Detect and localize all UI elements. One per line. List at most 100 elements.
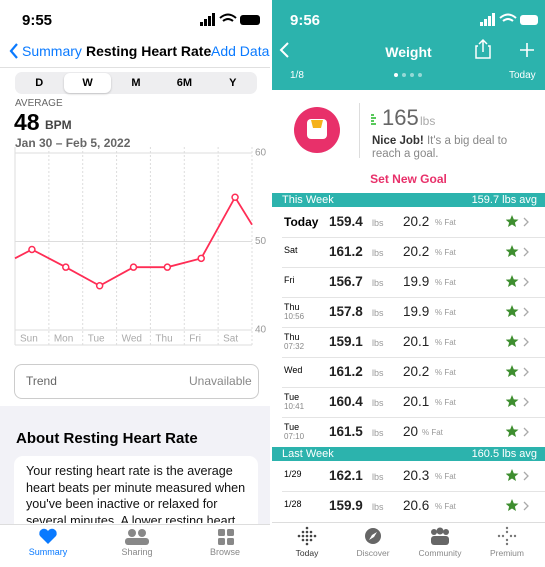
row-day: Tue: [284, 422, 300, 432]
signal-bar: [480, 22, 483, 26]
segment[interactable]: W: [82, 77, 93, 89]
goal-headline: Nice Job!: [372, 135, 424, 147]
segment[interactable]: Y: [229, 77, 237, 89]
star: [506, 365, 519, 377]
row-weight: 161.2: [329, 244, 363, 259]
row-fat: 20.2: [403, 244, 430, 259]
goal-icon: [294, 107, 340, 153]
row-fat: 20: [403, 424, 419, 439]
average-value: 48: [14, 109, 40, 135]
premium-dot: [513, 534, 517, 538]
star: [506, 215, 519, 227]
page-dot: [410, 73, 414, 77]
community-icon: [443, 529, 449, 535]
tab-label[interactable]: Today: [295, 548, 319, 558]
y-tick-label: 60: [255, 148, 267, 159]
row-fat-unit: % Fat: [435, 338, 456, 347]
today-dot: [309, 534, 313, 538]
row-icons: [506, 395, 529, 407]
row-fat: 19.9: [403, 304, 430, 319]
x-tick-label: Sat: [223, 334, 238, 345]
row-divider: [282, 267, 545, 268]
tab-label[interactable]: Sharing: [121, 547, 153, 557]
tab-label[interactable]: Browse: [209, 547, 240, 557]
back-button[interactable]: Summary: [22, 43, 82, 59]
row-time: 07:32: [284, 342, 305, 351]
section-title: Last Week: [282, 448, 334, 460]
premium-dot: [505, 542, 509, 546]
row-time: 10:41: [284, 402, 305, 411]
row-icons: [506, 499, 529, 511]
row-weight-unit: lbs: [372, 472, 384, 482]
nav-title: Resting Heart Rate: [86, 43, 212, 59]
signal-bar: [212, 13, 215, 26]
trend-value: Unavailable: [189, 374, 252, 388]
arrow-bar: [371, 120, 374, 122]
row-day: 1/28: [284, 499, 302, 509]
row-divider: [282, 357, 545, 358]
row-weight-unit: lbs: [372, 428, 384, 438]
row-weight: 160.4: [329, 394, 363, 409]
segment[interactable]: M: [131, 77, 141, 89]
row-weight-unit: lbs: [372, 502, 384, 512]
goal-message: Nice Job! It's a big deal to reach a goa…: [372, 135, 522, 161]
set-goal-button[interactable]: Set New Goal: [370, 172, 447, 186]
x-tick-label: Tue: [88, 334, 105, 345]
chevron: [9, 43, 18, 59]
tab-bar: [272, 522, 545, 567]
goal-text: It's a big deal to reach a goal.: [372, 135, 508, 160]
row-day: Wed: [284, 365, 303, 375]
people-icon: [128, 529, 136, 537]
row-divider: [282, 491, 545, 492]
data-point: [197, 254, 205, 263]
row-weight-unit: lbs: [372, 278, 384, 288]
y-tick-label: 50: [255, 236, 267, 247]
premium-dot: [505, 530, 509, 534]
back-chevron: [279, 42, 289, 58]
today-dot: [313, 534, 317, 538]
chevron: [523, 217, 529, 227]
premium-dot: [505, 538, 509, 542]
today-dot: [305, 534, 309, 538]
add-data-button[interactable]: Add Data: [211, 43, 270, 59]
tab-label[interactable]: Summary: [28, 547, 68, 557]
status-time: 9:56: [290, 12, 321, 29]
signal-bar: [200, 22, 203, 26]
row-weight: 162.1: [329, 468, 363, 483]
star: [506, 425, 519, 437]
tab-icons: [297, 526, 517, 546]
row-fat: 20.1: [403, 334, 430, 349]
arrow-bar: [371, 117, 376, 119]
row-weight: 161.2: [329, 364, 363, 379]
date-range: Jan 30 – Feb 5, 2022: [15, 136, 131, 150]
page-dot: [402, 73, 406, 77]
community-icon: [431, 529, 437, 535]
row-day: Thu: [284, 302, 300, 312]
row-weight-unit: lbs: [372, 338, 384, 348]
star: [506, 499, 519, 511]
community-icon: [436, 527, 444, 535]
today-dot: [305, 526, 309, 530]
row-weight: 161.5: [329, 424, 363, 439]
row-fat-unit: % Fat: [422, 428, 443, 437]
segment[interactable]: D: [35, 77, 44, 89]
row-icons: [506, 335, 529, 347]
data-point: [231, 193, 239, 201]
signal-bar: [208, 16, 211, 26]
x-tick-label: Fri: [189, 334, 201, 345]
tab-label[interactable]: Community: [418, 548, 462, 558]
row-icons: [506, 469, 529, 481]
today-dot: [305, 542, 309, 546]
x-tick-label: Wed: [122, 334, 142, 345]
today-dot: [305, 530, 309, 534]
tab-label[interactable]: Premium: [489, 548, 524, 558]
star: [506, 305, 519, 317]
status-icons: [200, 13, 260, 26]
data-point: [95, 282, 104, 290]
segment[interactable]: 6M: [176, 77, 193, 89]
tab-label[interactable]: Discover: [356, 548, 390, 558]
row-time: 10:56: [284, 312, 305, 321]
row-fat-unit: % Fat: [435, 502, 456, 511]
star: [506, 469, 519, 481]
page-start: 1/8: [290, 70, 304, 81]
